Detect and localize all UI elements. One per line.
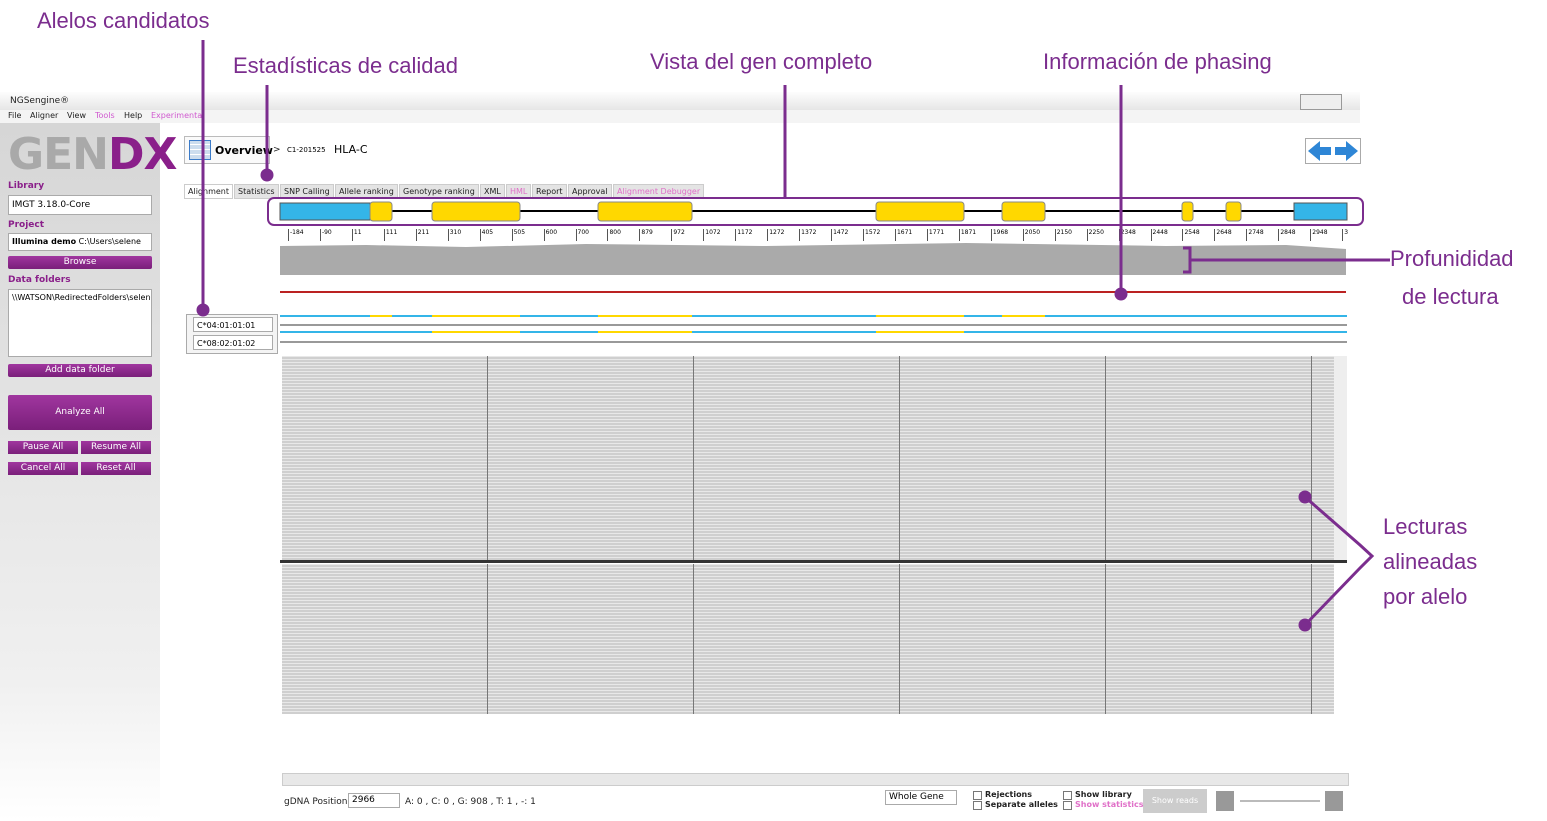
screenshot: Alelos candidatos Estadísticas de calida…	[0, 0, 1547, 821]
checkbox-label: Rejections	[985, 790, 1032, 799]
checkbox-label: Show library	[1075, 790, 1132, 799]
checkbox-label: Separate alleles	[985, 800, 1058, 809]
checkbox[interactable]	[1063, 801, 1072, 810]
checkbox-label: Show statistics	[1075, 800, 1144, 809]
checkbox[interactable]	[973, 791, 982, 800]
annotation-lines	[0, 0, 1547, 821]
checkbox[interactable]	[1063, 791, 1072, 800]
checkbox[interactable]	[973, 801, 982, 810]
